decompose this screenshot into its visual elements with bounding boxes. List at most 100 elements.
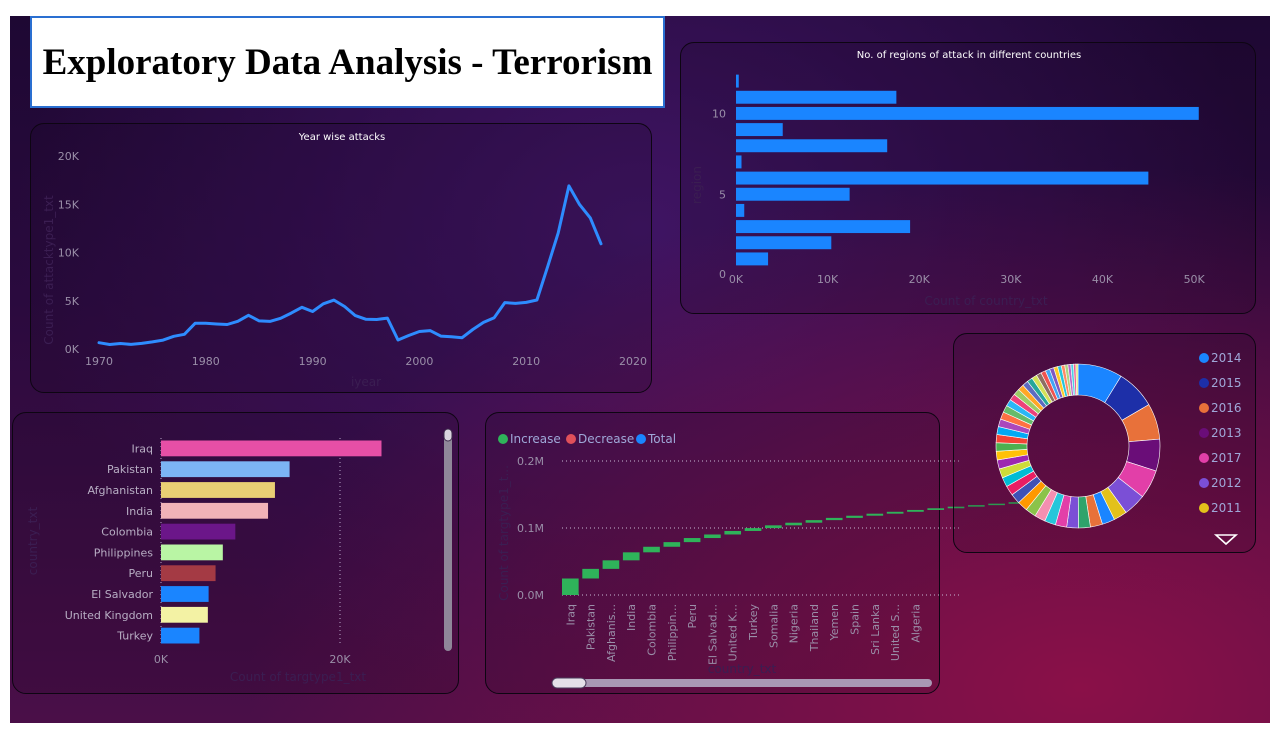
donut-legend-label: 2014 [1211, 351, 1242, 365]
target-category-label: Pakistan [107, 463, 153, 476]
waterfall-bar [805, 520, 823, 523]
region-bar [736, 187, 850, 201]
waterfall-x-tick: El Salvad... [706, 604, 719, 665]
waterfall-x-tick: India [625, 604, 638, 631]
donut-legend-marker [1199, 428, 1209, 438]
donut-legend-marker [1199, 478, 1209, 488]
year-y-tick: 10K [58, 247, 80, 260]
region-x-tick: 0K [729, 273, 744, 286]
target-chart-scrollbar[interactable] [444, 429, 452, 651]
waterfall-x-tick: United S... [889, 604, 902, 661]
waterfall-bar [602, 560, 620, 569]
waterfall-bar [968, 505, 985, 507]
region-bar [736, 220, 911, 234]
donut-legend-marker [1199, 503, 1209, 513]
year-x-tick: 1970 [85, 355, 113, 368]
donut-legend-label: 2011 [1211, 501, 1242, 515]
target-category-label: Iraq [132, 442, 154, 455]
target-bar [161, 544, 223, 561]
year-wise-attacks-chart: Year wise attacks Count of attacktype1_t… [42, 132, 647, 389]
waterfall-x-tick: Iraq [564, 604, 577, 626]
waterfall-y-tick: 0.1M [517, 522, 544, 535]
year-y-tick: 15K [58, 198, 80, 211]
region-chart-ylabel: region [690, 166, 704, 204]
region-x-tick: 30K [1000, 273, 1022, 286]
waterfall-legend-marker [566, 434, 576, 444]
region-bar [736, 106, 1199, 120]
year-wise-attacks-panel[interactable]: Year wise attacks Count of attacktype1_t… [30, 123, 652, 393]
target-chart-scroll-thumb[interactable] [443, 428, 453, 442]
target-category-label: Colombia [101, 526, 153, 539]
dashboard-title: Exploratory Data Analysis - Terrorism [42, 41, 653, 83]
region-x-tick: 50K [1184, 273, 1206, 286]
region-attacks-panel[interactable]: No. of regions of attack in different co… [680, 42, 1256, 314]
waterfall-bar [765, 525, 782, 529]
waterfall-legend-label: Increase [510, 432, 561, 446]
waterfall-x-tick: Afghanis... [605, 604, 618, 662]
region-x-tick: 20K [909, 273, 931, 286]
target-x-tick: 0K [154, 653, 169, 666]
waterfall-panel[interactable]: Count of targtype1_t... country_txt Incr… [485, 412, 1066, 694]
waterfall-bar [785, 522, 802, 526]
waterfall-bar [622, 552, 640, 561]
target-bar [161, 565, 216, 582]
region-bar [736, 74, 739, 88]
target-bar [161, 523, 236, 540]
year-x-tick: 1980 [192, 355, 220, 368]
year-chart-title: Year wise attacks [298, 132, 385, 143]
waterfall-bar [825, 517, 843, 521]
waterfall-chart-ylabel: Count of targtype1_t... [497, 465, 511, 601]
waterfall-x-tick: Somalia [767, 604, 780, 648]
target-category-label: India [126, 505, 153, 518]
waterfall-bar [947, 506, 965, 509]
target-category-label: United Kingdom [65, 609, 153, 622]
waterfall-x-tick: Nigeria [788, 604, 801, 643]
waterfall-bar [866, 513, 884, 516]
waterfall-legend-marker [498, 434, 508, 444]
target-bar [161, 586, 209, 602]
year-donut-chart: 2014 2015 2016 2013 2017 2012 2011 [995, 351, 1242, 546]
waterfall-bar [643, 546, 660, 553]
waterfall-legend-label: Total [647, 432, 676, 446]
waterfall-bar [907, 509, 924, 512]
target-category-label: Afghanistan [88, 484, 154, 497]
year-y-tick: 0K [65, 343, 80, 356]
donut-legend-label: 2017 [1211, 451, 1242, 465]
waterfall-bar [582, 568, 599, 579]
waterfall-x-tick: Philippin... [666, 604, 679, 661]
waterfall-bar [1008, 502, 1026, 504]
target-category-label: El Salvador [91, 588, 153, 601]
target-bar [161, 502, 269, 519]
legend-more-icon[interactable] [1213, 534, 1239, 546]
waterfall-bar [704, 534, 721, 539]
region-chart-xlabel: Count of country_txt [924, 294, 1048, 308]
donut-slice [1075, 363, 1079, 396]
donut-legend-label: 2012 [1211, 476, 1242, 490]
target-type-panel[interactable]: country_txt Count of targtype1_txt 0K 20K… [12, 412, 459, 694]
donut-legend-marker [1199, 453, 1209, 463]
waterfall-x-tick: Spain [849, 604, 862, 635]
donut-legend-label: 2013 [1211, 426, 1242, 440]
waterfall-x-tick: Peru [686, 604, 699, 629]
waterfall-bar [724, 530, 742, 535]
target-category-label: Philippines [94, 546, 154, 559]
waterfall-legend-label: Decrease [578, 432, 634, 446]
waterfall-scroll-thumb[interactable] [551, 677, 587, 689]
waterfall-y-tick: 0.0M [517, 589, 544, 602]
waterfall-bar [988, 503, 1005, 506]
waterfall-x-tick: United K... [727, 604, 740, 661]
region-chart-title: No. of regions of attack in different co… [857, 50, 1081, 61]
waterfall-bar [663, 542, 681, 547]
region-x-tick: 10K [817, 273, 839, 286]
dashboard-title-box: Exploratory Data Analysis - Terrorism [30, 16, 665, 108]
region-y-tick: 5 [719, 188, 726, 201]
target-chart-xlabel: Count of targtype1_txt [230, 670, 366, 684]
waterfall-bar [744, 528, 762, 531]
target-x-tick: 20K [329, 653, 351, 666]
region-bar [736, 252, 769, 266]
waterfall-scrollbar[interactable] [552, 679, 932, 687]
donut-legend-marker [1199, 353, 1209, 363]
year-chart-xlabel: iyear [351, 375, 381, 389]
year-x-tick: 2020 [619, 355, 647, 368]
year-donut-panel[interactable]: 2014 2015 2016 2013 2017 2012 2011 [953, 333, 1256, 553]
